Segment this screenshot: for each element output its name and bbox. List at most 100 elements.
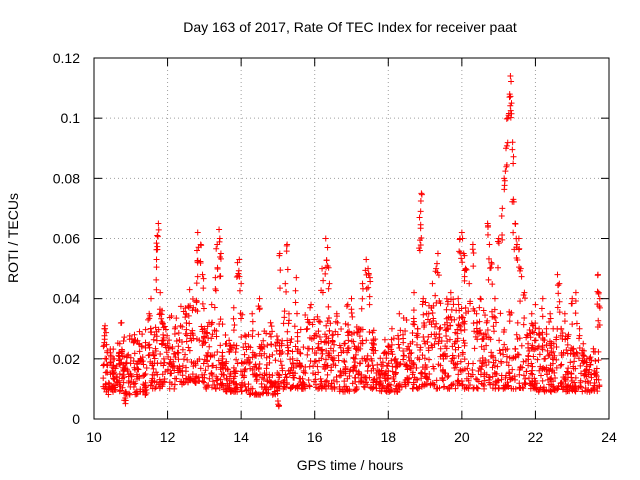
data-point	[327, 345, 334, 352]
data-point	[416, 214, 423, 221]
data-point	[573, 320, 580, 327]
data-point	[385, 383, 392, 390]
data-point	[482, 312, 489, 319]
data-point	[300, 379, 307, 386]
data-point	[304, 316, 311, 323]
data-point	[336, 383, 343, 390]
data-point	[199, 300, 206, 307]
data-point	[329, 338, 336, 345]
data-point	[380, 371, 387, 378]
data-point	[171, 385, 178, 392]
data-point	[458, 255, 465, 262]
data-point	[420, 319, 427, 326]
data-point	[306, 334, 313, 341]
data-point	[582, 387, 589, 394]
data-point	[564, 341, 571, 348]
data-point	[372, 381, 379, 388]
data-point	[517, 267, 524, 274]
data-point	[384, 376, 391, 383]
data-point	[100, 375, 107, 382]
data-point	[568, 345, 575, 352]
data-point	[547, 342, 554, 349]
data-point	[587, 354, 594, 361]
data-point	[411, 289, 418, 296]
data-point	[436, 334, 443, 341]
data-point	[447, 322, 454, 329]
data-point	[183, 338, 190, 345]
data-point	[125, 351, 132, 358]
x-tick-label: 16	[307, 429, 323, 445]
data-point	[532, 301, 539, 308]
data-point	[564, 333, 571, 340]
data-point	[545, 352, 552, 359]
data-point	[153, 276, 160, 283]
data-point	[238, 359, 245, 366]
x-tick-label: 20	[454, 429, 470, 445]
data-point	[469, 371, 476, 378]
y-tick-label: 0.12	[53, 50, 80, 66]
data-point	[116, 377, 123, 384]
data-point	[304, 351, 311, 358]
data-point	[389, 351, 396, 358]
data-point	[507, 114, 514, 121]
data-point	[356, 370, 363, 377]
data-point	[385, 343, 392, 350]
data-point	[477, 357, 484, 364]
data-point	[461, 340, 468, 347]
data-point	[249, 327, 256, 334]
data-point	[230, 388, 237, 395]
data-point	[570, 351, 577, 358]
data-point	[388, 325, 395, 332]
data-point	[159, 371, 166, 378]
data-point	[443, 332, 450, 339]
data-point	[592, 357, 599, 364]
data-point	[291, 374, 298, 381]
data-point	[283, 373, 290, 380]
data-point	[534, 356, 541, 363]
data-point	[253, 364, 260, 371]
data-point	[505, 369, 512, 376]
data-point	[431, 331, 438, 338]
data-point	[539, 346, 546, 353]
data-point	[417, 225, 424, 232]
data-point	[456, 236, 463, 243]
data-point	[455, 344, 462, 351]
data-point	[114, 374, 121, 381]
data-point	[526, 326, 533, 333]
data-point	[433, 265, 440, 272]
data-point	[465, 308, 472, 315]
data-point	[238, 334, 245, 341]
data-point	[322, 235, 329, 242]
data-point	[465, 377, 472, 384]
data-point	[130, 338, 137, 345]
data-point	[409, 385, 416, 392]
data-point	[439, 367, 446, 374]
data-point	[223, 340, 230, 347]
data-point	[333, 373, 340, 380]
data-point	[392, 370, 399, 377]
data-point	[472, 375, 479, 382]
data-point	[507, 107, 514, 114]
data-point	[232, 368, 239, 375]
data-point	[151, 378, 158, 385]
data-point	[305, 376, 312, 383]
data-point	[583, 371, 590, 378]
data-point	[454, 335, 461, 342]
data-point	[198, 242, 205, 249]
data-point	[490, 323, 497, 330]
data-point	[348, 338, 355, 345]
data-point	[104, 362, 111, 369]
data-point	[507, 93, 514, 100]
data-point	[266, 353, 273, 360]
data-point	[352, 355, 359, 362]
data-point	[414, 325, 421, 332]
data-point	[420, 311, 427, 318]
data-point	[351, 363, 358, 370]
data-point	[161, 359, 168, 366]
data-point	[564, 388, 571, 395]
data-point	[182, 351, 189, 358]
data-point	[485, 374, 492, 381]
data-point	[138, 343, 145, 350]
data-point	[591, 386, 598, 393]
data-point	[415, 385, 422, 392]
